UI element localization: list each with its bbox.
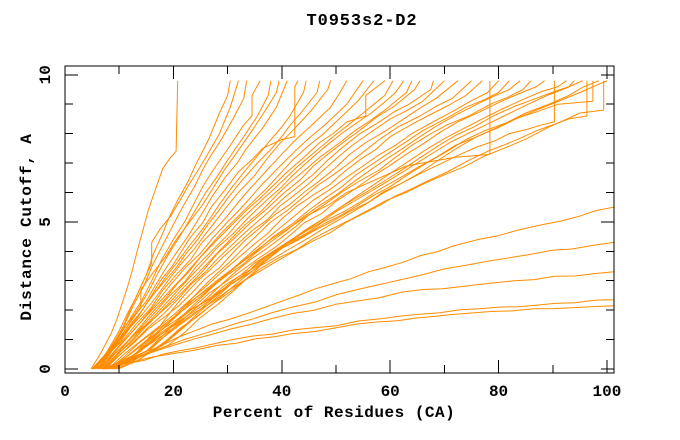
y-tick-label: 10 — [37, 65, 55, 84]
model-curve — [99, 80, 332, 370]
x-tick-label: 100 — [593, 383, 622, 401]
model-curve — [109, 80, 545, 370]
model-curve — [97, 80, 299, 370]
plot-border — [64, 65, 615, 374]
model-curve — [110, 80, 521, 370]
model-curve — [103, 80, 459, 370]
model-curve — [116, 80, 599, 370]
model-curve — [103, 241, 614, 370]
y-tick-label: 0 — [37, 364, 55, 374]
model-curve — [99, 80, 405, 370]
x-tick-label: 0 — [60, 383, 70, 401]
model-curve — [117, 80, 608, 370]
model-curve — [112, 80, 555, 370]
model-curve — [107, 80, 472, 370]
y-tick-label: 5 — [37, 217, 55, 227]
model-curve — [102, 80, 421, 370]
model-curve — [103, 80, 413, 370]
model-curve — [102, 305, 614, 370]
model-curve — [97, 80, 348, 370]
model-curve — [106, 206, 614, 370]
model-curve — [101, 80, 386, 370]
model-curve — [92, 80, 239, 370]
model-curve — [114, 80, 605, 370]
model-curve — [111, 80, 575, 370]
x-axis-title: Percent of Residues (CA) — [212, 404, 456, 422]
model-curve — [90, 80, 179, 370]
model-curve — [98, 80, 375, 370]
model-curve — [102, 80, 394, 370]
model-curve — [91, 80, 248, 370]
model-curve — [94, 80, 272, 370]
chart-title: T0953s2-D2 — [306, 12, 418, 31]
x-tick-label: 40 — [272, 383, 291, 401]
model-curve — [101, 271, 614, 370]
curves-layer — [90, 80, 614, 370]
model-curve — [105, 80, 445, 370]
x-tick-label: 20 — [164, 383, 183, 401]
model-curve — [96, 80, 288, 370]
model-curve — [108, 80, 483, 370]
model-curve — [105, 299, 614, 370]
x-tick-label: 60 — [381, 383, 400, 401]
model-curve — [91, 80, 231, 370]
x-tick-label: 80 — [489, 383, 508, 401]
model-curve — [104, 80, 434, 370]
